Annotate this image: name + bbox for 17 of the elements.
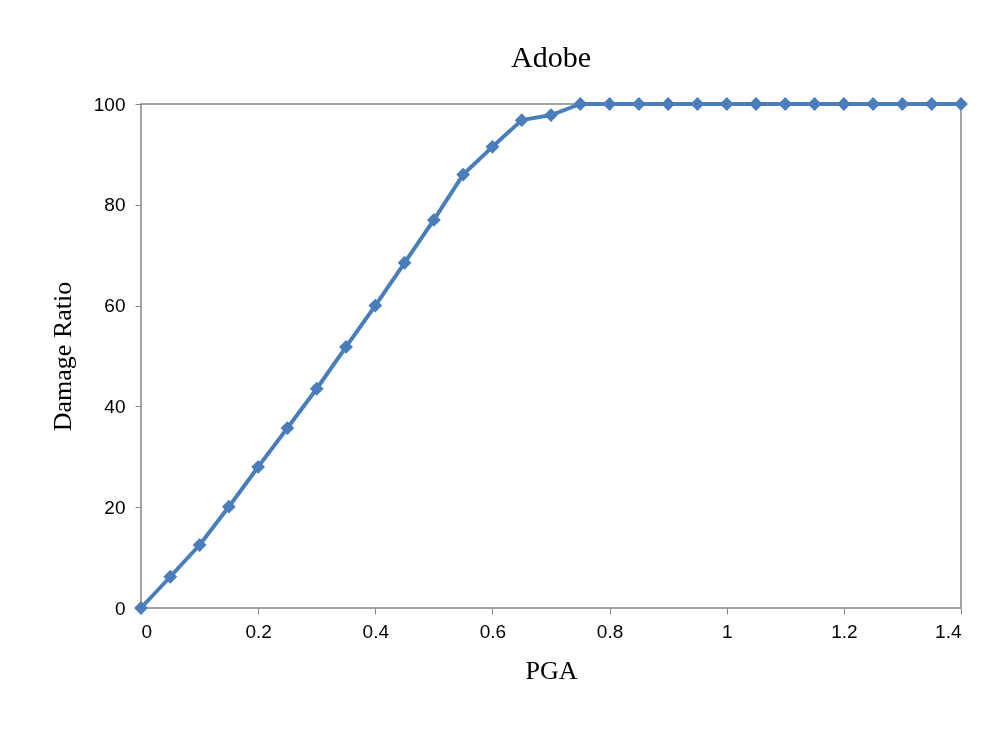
x-tick-label: 0.2 (245, 620, 272, 642)
y-axis-title: Damage Ratio (47, 281, 77, 432)
chart-title: Adobe (511, 40, 591, 73)
x-tick-label: 0.6 (479, 620, 507, 642)
x-tick-label: 1.4 (935, 620, 962, 642)
x-axis-title: PGA (525, 655, 578, 685)
x-tick-label: 1.2 (831, 620, 858, 642)
y-tick-label: 60 (104, 295, 126, 317)
y-tick-label: 100 (93, 93, 126, 115)
x-tick-label: 0.4 (362, 620, 390, 642)
y-tick-label: 40 (104, 395, 126, 417)
x-tick-label: 0 (141, 620, 153, 642)
y-tick-label: 80 (104, 194, 126, 216)
x-tick-label: 0.8 (596, 620, 624, 642)
y-tick-label: 0 (114, 597, 126, 619)
y-tick-label: 20 (104, 496, 126, 518)
x-tick-label: 1 (721, 620, 733, 642)
